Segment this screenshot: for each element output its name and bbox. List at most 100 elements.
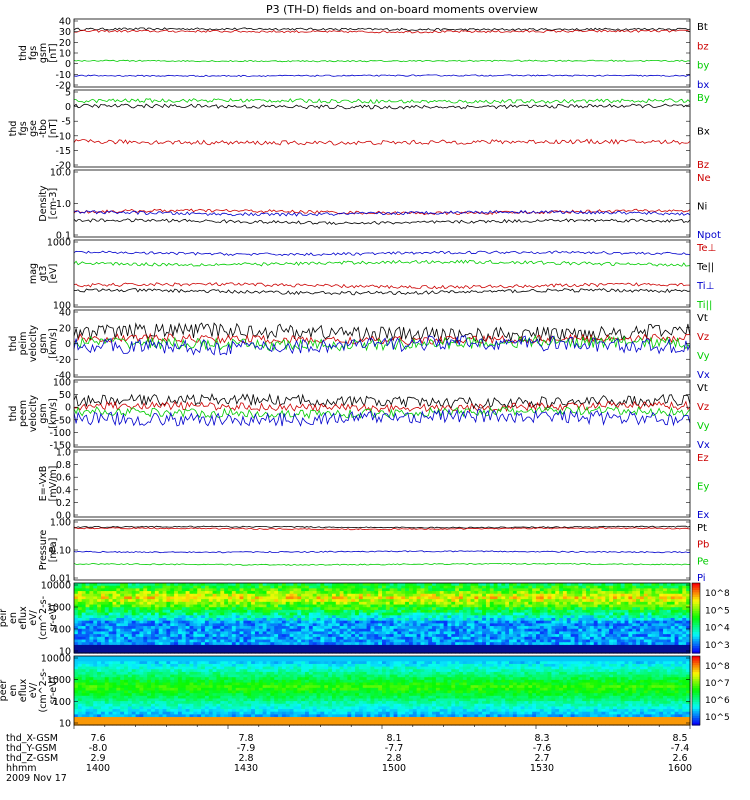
spectrogram-cell [428,620,433,624]
spectrogram-cell [358,585,364,589]
spectrogram-cell [447,639,452,643]
spectrogram-cell [189,634,194,638]
spectrogram-cell [470,588,475,592]
spectrogram-cell [624,650,629,654]
spectrogram-cell [116,620,121,624]
spectrogram-cell [520,615,526,619]
spectrogram-cell [424,623,429,627]
spectrogram-cell [289,644,295,649]
spectrogram-cell [586,591,591,595]
spectrogram-cell [593,588,599,592]
spectrogram-cell [620,607,626,611]
spectrogram-cell [593,583,599,587]
spectrogram-cell [666,636,672,641]
spectrogram-cell [628,601,633,606]
spectrogram-cell [555,618,560,622]
spectrogram-cell [516,604,522,608]
spectrogram-cell [489,607,495,611]
spectrogram-cell [100,650,106,654]
spectrogram-cell [93,599,98,603]
spectrogram-cell [601,647,606,651]
spectrogram-cell [93,609,98,614]
spectrogram-cell [559,661,564,665]
spectrogram-cell [328,631,333,635]
spectrogram-cell [154,644,160,649]
spectrogram-cell [189,626,194,630]
spectrogram-cell [420,658,425,662]
spectrogram-cell [512,644,518,649]
spectrogram-cell [374,607,379,611]
spectrogram-cell [432,628,437,633]
spectrogram-cell [116,609,121,614]
spectrogram-cell [243,593,248,598]
spectrogram-cell [204,658,210,662]
spectrogram-cell [601,591,606,595]
spectrogram-cell [316,656,321,660]
spectrogram-cell [382,647,387,651]
spectrogram-cell [193,628,198,633]
spectrogram-cell [243,639,248,643]
spectrogram-cell [686,604,691,608]
spectrogram-cell [151,585,156,589]
spectrogram-cell [154,642,160,646]
spectrogram-cell [516,601,522,606]
spectrogram-cell [451,656,456,660]
spectrogram-cell [343,596,348,600]
spectrogram-cell [208,618,214,622]
spectrogram-cell [605,628,610,633]
spectrogram-cell [435,631,441,635]
legend-label: Vz [697,402,709,413]
spectrogram-cell [435,609,441,614]
spectrogram-cell [189,583,194,587]
spectrogram-cell [628,642,633,646]
spectrogram-cell [447,628,452,633]
spectrogram-cell [131,620,137,624]
spectrogram-cell [89,650,94,654]
spectrogram-cell [158,642,164,646]
spectrogram-cell [632,593,637,598]
spectrogram-cell [362,636,368,641]
spectrogram-cell [224,628,229,633]
spectrogram-cell [135,588,141,592]
spectrogram-cell [305,601,310,606]
spectrogram-cell [428,591,433,595]
spectrogram-cell [351,623,356,627]
spectrogram-cell [651,620,656,624]
spectrogram-cell [239,596,244,600]
spectrogram-cell [312,661,318,665]
spectrogram-cell [89,658,94,662]
spectrogram-cell [462,618,468,622]
spectrogram-cell [316,636,321,641]
spectrogram-cell [659,636,664,641]
spectrogram-cell [278,626,283,630]
spectrogram-cell [320,647,325,651]
spectrogram-cell [308,642,314,646]
spectrogram-cell [77,642,83,646]
spectrogram-cell [212,623,218,627]
spectrogram-cell [89,593,94,598]
spectrogram-cell [378,636,383,641]
spectrogram-cell [501,593,506,598]
spectrogram-cell [131,656,137,660]
spectrogram-cell [632,599,637,603]
spectrogram-cell [408,650,414,654]
spectrogram-cell [204,593,210,598]
spectrogram-cell [335,612,341,616]
spectrogram-cell [197,585,202,589]
spectrogram-cell [451,623,456,627]
spectrogram-cell [239,593,244,598]
spectrogram-cell [77,599,83,603]
spectrogram-cell [547,661,552,665]
spectrogram-cell [547,596,552,600]
spectrogram-cell [620,658,626,662]
y-axis-label-line: [km/s] [48,328,59,358]
series-line-pi [73,550,691,554]
spectrogram-cell [366,658,372,662]
spectrogram-cell [216,642,221,646]
spectrogram-cell [520,591,526,595]
spectrogram-cell [201,588,206,592]
legend-label: Vt [697,383,708,394]
spectrogram-cell [566,661,572,665]
spectrogram-cell [185,634,191,638]
spectrogram-cell [131,615,137,619]
